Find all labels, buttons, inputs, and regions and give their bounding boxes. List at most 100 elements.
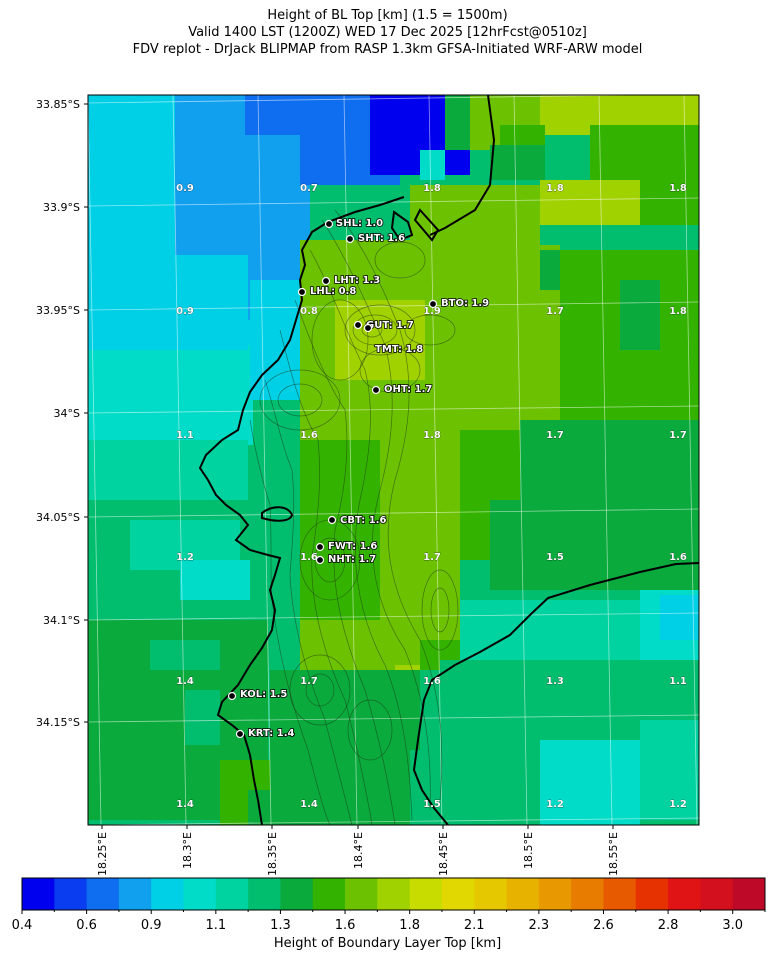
colorbar-tick-label: 0.9 bbox=[140, 918, 162, 933]
colorbar-swatch bbox=[635, 878, 669, 910]
colorbar-swatch bbox=[506, 878, 540, 910]
grid-value-label: 1.4 bbox=[176, 676, 194, 687]
colorbar-tick-label: 0.4 bbox=[11, 918, 33, 933]
lon-tick-label: 18.5°E bbox=[522, 832, 535, 869]
station-marker bbox=[327, 515, 337, 525]
colorbar-tick-label: 1.1 bbox=[205, 918, 227, 933]
grid-value-label: 1.4 bbox=[300, 799, 318, 810]
colorbar-swatch bbox=[183, 878, 217, 910]
title-line-1: Height of BL Top [km] (1.5 = 1500m) bbox=[267, 8, 508, 23]
grid-value-label: 0.9 bbox=[176, 183, 194, 194]
grid-value-label: 1.7 bbox=[423, 552, 441, 563]
colorbar-swatch bbox=[215, 878, 249, 910]
lat-tick-label: 34°S bbox=[54, 407, 80, 420]
grid-value-label: 1.9 bbox=[423, 306, 441, 317]
station-label: NHT: 1.7 bbox=[328, 554, 376, 565]
station-marker bbox=[353, 320, 363, 330]
colorbar-swatch bbox=[22, 878, 55, 910]
grid-value-label: 0.7 bbox=[300, 183, 318, 194]
station-marker bbox=[235, 729, 245, 739]
colorbar-swatch bbox=[312, 878, 346, 910]
station-label: CBT: 1.6 bbox=[340, 515, 386, 526]
grid-value-label: 1.7 bbox=[669, 430, 687, 441]
station-label: KRT: 1.4 bbox=[248, 728, 295, 739]
grid-value-label: 0.9 bbox=[176, 306, 194, 317]
colorbar-swatch bbox=[700, 878, 734, 910]
station-label: FWT: 1.6 bbox=[328, 541, 377, 552]
grid-value-label: 1.2 bbox=[669, 799, 687, 810]
lon-tick-label: 18.3°E bbox=[181, 832, 194, 869]
title-line-2: Valid 1400 LST (1200Z) WED 17 Dec 2025 [… bbox=[188, 25, 587, 40]
colorbar-tick-label: 1.6 bbox=[334, 918, 356, 933]
station-marker bbox=[345, 234, 355, 244]
colorbar-swatch bbox=[441, 878, 475, 910]
grid-value-label: 0.8 bbox=[300, 306, 318, 317]
colorbar-tick-label: 2.8 bbox=[657, 918, 679, 933]
grid-value-label: 1.2 bbox=[176, 552, 194, 563]
title-line-3: FDV replot - DrJack BLIPMAP from RASP 1.… bbox=[132, 42, 643, 57]
station-label: KOL: 1.5 bbox=[240, 689, 287, 700]
lat-lon-grid bbox=[88, 95, 699, 825]
grid-value-label: 1.7 bbox=[546, 430, 564, 441]
grid-value-label: 1.6 bbox=[300, 430, 318, 441]
grid-value-label: 1.7 bbox=[300, 676, 318, 687]
station-marker bbox=[227, 691, 237, 701]
colorbar-swatch bbox=[280, 878, 314, 910]
grid-value-label: 1.6 bbox=[423, 676, 441, 687]
station-marker bbox=[324, 219, 334, 229]
lat-tick-label: 34.1°S bbox=[43, 614, 80, 627]
colorbar-swatch bbox=[54, 878, 88, 910]
grid-value-label: 1.5 bbox=[546, 552, 564, 563]
station-label: LHT: 1.3 bbox=[334, 275, 380, 286]
colorbar-swatch bbox=[474, 878, 508, 910]
colorbar-tick-label: 2.1 bbox=[463, 918, 485, 933]
colorbar-tick-label: 2.6 bbox=[593, 918, 614, 933]
grid-value-label: 1.8 bbox=[423, 183, 441, 194]
station-label: LHL: 0.8 bbox=[310, 286, 356, 297]
colorbar-swatch bbox=[118, 878, 152, 910]
colorbar-swatch bbox=[732, 878, 766, 910]
coastline bbox=[198, 95, 699, 825]
lat-tick-label: 34.15°S bbox=[36, 716, 80, 729]
station-label: BTO: 1.9 bbox=[441, 298, 489, 309]
lon-tick-label: 18.55°E bbox=[607, 832, 620, 876]
grid-value-label: 1.1 bbox=[669, 676, 687, 687]
colorbar-tick-label: 2.3 bbox=[528, 918, 550, 933]
station-marker bbox=[371, 385, 381, 395]
grid-value-label: 1.8 bbox=[546, 183, 564, 194]
map-frame bbox=[87, 94, 700, 826]
grid-value-label: 1.4 bbox=[176, 799, 194, 810]
colorbar-swatch bbox=[603, 878, 637, 910]
station-marker bbox=[321, 276, 331, 286]
grid-value-label: 1.3 bbox=[546, 676, 564, 687]
colorbar-swatch bbox=[668, 878, 701, 910]
grid-value-label: 1.5 bbox=[423, 799, 441, 810]
colorbar-swatch bbox=[409, 878, 443, 910]
grid-value-label: 1.2 bbox=[546, 799, 564, 810]
lat-tick-label: 33.9°S bbox=[43, 201, 80, 214]
lat-tick-label: 34.05°S bbox=[36, 511, 80, 524]
colorbar-swatch bbox=[248, 878, 281, 910]
colorbar-tick-label: 3.0 bbox=[722, 918, 744, 933]
colorbar-swatch bbox=[151, 878, 185, 910]
station-marker bbox=[363, 323, 373, 333]
colorbar-swatch bbox=[345, 878, 378, 910]
lat-tick-label: 33.95°S bbox=[36, 304, 80, 317]
colorbar-swatch bbox=[571, 878, 604, 910]
grid-value-label: 1.6 bbox=[300, 552, 318, 563]
height-field bbox=[88, 95, 699, 825]
map-axes: 33.85°S 33.9°S 33.95°S 34°S 34.05°S 34.1°S 34.… bbox=[36, 98, 620, 876]
station-label: TMT: 1.8 bbox=[375, 344, 423, 355]
station-label: OHT: 1.7 bbox=[384, 384, 432, 395]
station-marker bbox=[428, 299, 438, 309]
colorbar-tick-label: 0.6 bbox=[76, 918, 97, 933]
lon-tick-label: 18.45°E bbox=[437, 832, 450, 876]
grid-value-label: 1.8 bbox=[669, 306, 687, 317]
lat-tick-label: 33.85°S bbox=[36, 98, 80, 111]
colorbar-axis-title: Height of Boundary Layer Top [km] bbox=[273, 936, 502, 951]
lon-tick-label: 18.35°E bbox=[266, 832, 279, 876]
grid-value-labels: 0.9 0.7 1.8 1.8 1.8 0.9 0.8 1.9 1.7 1.8 1.1 1.6 1.8 1… bbox=[176, 183, 687, 810]
colorbar-tick-label: 1.8 bbox=[399, 918, 420, 933]
